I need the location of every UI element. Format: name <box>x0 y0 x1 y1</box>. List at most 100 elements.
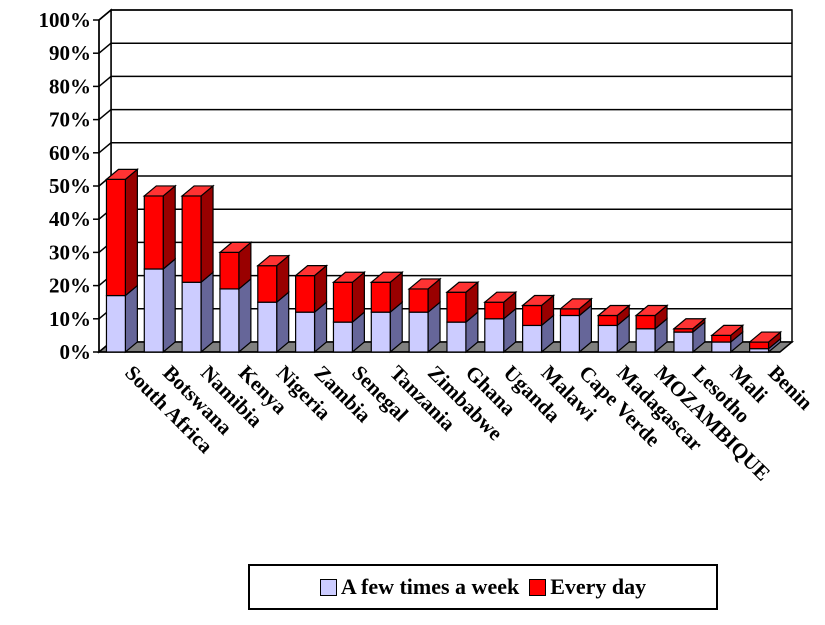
bar-nigeria-every-day <box>256 254 291 304</box>
bar-side-face <box>124 284 138 354</box>
bar-front-face <box>597 314 618 327</box>
bar-nigeria-few-times <box>257 290 290 354</box>
legend-swatch-every-day <box>529 578 547 596</box>
x-tick-label: Benin <box>764 361 818 415</box>
bar-front-face <box>257 301 278 353</box>
bar-side-face <box>200 184 214 284</box>
bar-front-face <box>219 251 240 290</box>
bar-top-face <box>747 331 783 343</box>
y-tick-label: 10% <box>49 307 91 331</box>
bar-south-africa-every-day <box>104 168 140 297</box>
legend-swatch-few-times <box>319 578 337 596</box>
bar-malawi-few-times <box>522 314 555 354</box>
bar-side-face <box>124 168 138 297</box>
bar-mozambique-every-day <box>634 304 669 331</box>
bar-front-face <box>143 268 164 353</box>
bar-front-face <box>332 281 353 323</box>
bar-front-face <box>749 341 770 350</box>
bar-front-face <box>484 318 505 353</box>
bar-madagascar-few-times <box>597 314 630 354</box>
bar-front-face <box>446 291 467 323</box>
bar-top-face <box>256 255 291 267</box>
bar-kenya-every-day <box>218 241 253 291</box>
bar-top-face <box>369 271 404 283</box>
bar-botswana-few-times <box>143 257 176 354</box>
gridline-side <box>98 42 112 54</box>
bar-top-face <box>558 298 594 310</box>
bar-ghana-every-day <box>445 280 480 324</box>
bar-side-face <box>200 270 214 354</box>
bar-front-face <box>597 324 618 353</box>
bar-side-face <box>162 257 176 354</box>
bar-zimbabwe-few-times <box>408 300 441 354</box>
y-tick-label: 50% <box>49 174 91 198</box>
bar-top-face <box>180 185 215 197</box>
bar-front-face <box>484 301 505 320</box>
y-tick-label: 20% <box>49 274 91 298</box>
bars <box>104 168 783 354</box>
bar-top-face <box>596 304 631 317</box>
y-tick-label: 60% <box>49 141 91 165</box>
bar-top-face <box>293 265 329 277</box>
bar-top-face <box>142 185 177 197</box>
bar-top-face <box>218 241 253 253</box>
bar-uganda-few-times <box>484 307 517 354</box>
bar-front-face <box>673 331 694 353</box>
bar-front-face <box>295 275 316 313</box>
bar-top-face <box>672 318 707 330</box>
bar-malawi-every-day <box>520 294 556 327</box>
bar-lesotho-every-day <box>672 317 707 334</box>
y-tick-label: 40% <box>49 207 91 231</box>
bar-front-face <box>408 288 429 313</box>
bar-side-face <box>238 277 252 354</box>
bar-front-face <box>522 324 543 353</box>
bar-benin-every-day <box>747 330 783 350</box>
bar-uganda-every-day <box>483 290 518 321</box>
bar-front-face <box>219 288 240 353</box>
bar-front-face <box>181 195 202 283</box>
bar-front-face <box>711 341 732 353</box>
bar-front-face <box>635 328 656 353</box>
y-axis: 0% 10% 20% 30% 40% 50% 60% 70% 80% 90% 100% <box>39 8 780 364</box>
bar-botswana-every-day <box>142 184 177 271</box>
y-tick-label: 30% <box>49 240 91 264</box>
bar-cape-verde-few-times <box>559 304 592 354</box>
bar-tanzania-every-day <box>369 270 404 314</box>
y-tick-label: 90% <box>49 41 91 65</box>
bar-south-africa-few-times <box>105 284 138 354</box>
bar-top-face <box>520 294 556 307</box>
y-tick-label: 100% <box>39 8 92 32</box>
bar-front-face <box>332 321 353 353</box>
bar-top-face <box>483 291 518 303</box>
legend-item-every-day: Every day <box>529 574 646 600</box>
bar-front-face <box>295 311 316 353</box>
bar-front-face <box>143 195 164 270</box>
bar-front-face <box>105 294 126 353</box>
bar-front-face <box>408 311 429 353</box>
bar-front-face <box>257 265 278 303</box>
bar-front-face <box>635 314 656 330</box>
bar-front-face <box>105 178 126 297</box>
bar-front-face <box>370 311 391 353</box>
bar-front-face <box>559 308 580 317</box>
gridline-side <box>98 142 112 154</box>
legend: A few times a week Every day <box>248 564 718 610</box>
bar-top-face <box>104 168 140 180</box>
bar-front-face <box>370 281 391 313</box>
bar-top-face <box>710 324 745 336</box>
y-tick-label: 80% <box>49 74 91 98</box>
bar-mali-every-day <box>710 324 745 344</box>
bar-front-face <box>711 334 732 343</box>
bar-madagascar-every-day <box>596 304 631 327</box>
bar-kenya-few-times <box>219 277 252 354</box>
gridline-side <box>98 75 112 87</box>
bar-front-face <box>181 281 202 353</box>
bar-zimbabwe-every-day <box>407 277 442 314</box>
bar-side-face <box>162 184 176 271</box>
bar-cape-verde-every-day <box>558 297 594 317</box>
bar-namibia-few-times <box>181 270 214 354</box>
legend-label-few-times: A few times a week <box>340 574 520 599</box>
legend-label-every-day: Every day <box>550 574 647 599</box>
gridline-side <box>98 109 112 121</box>
bar-top-face <box>331 271 367 283</box>
